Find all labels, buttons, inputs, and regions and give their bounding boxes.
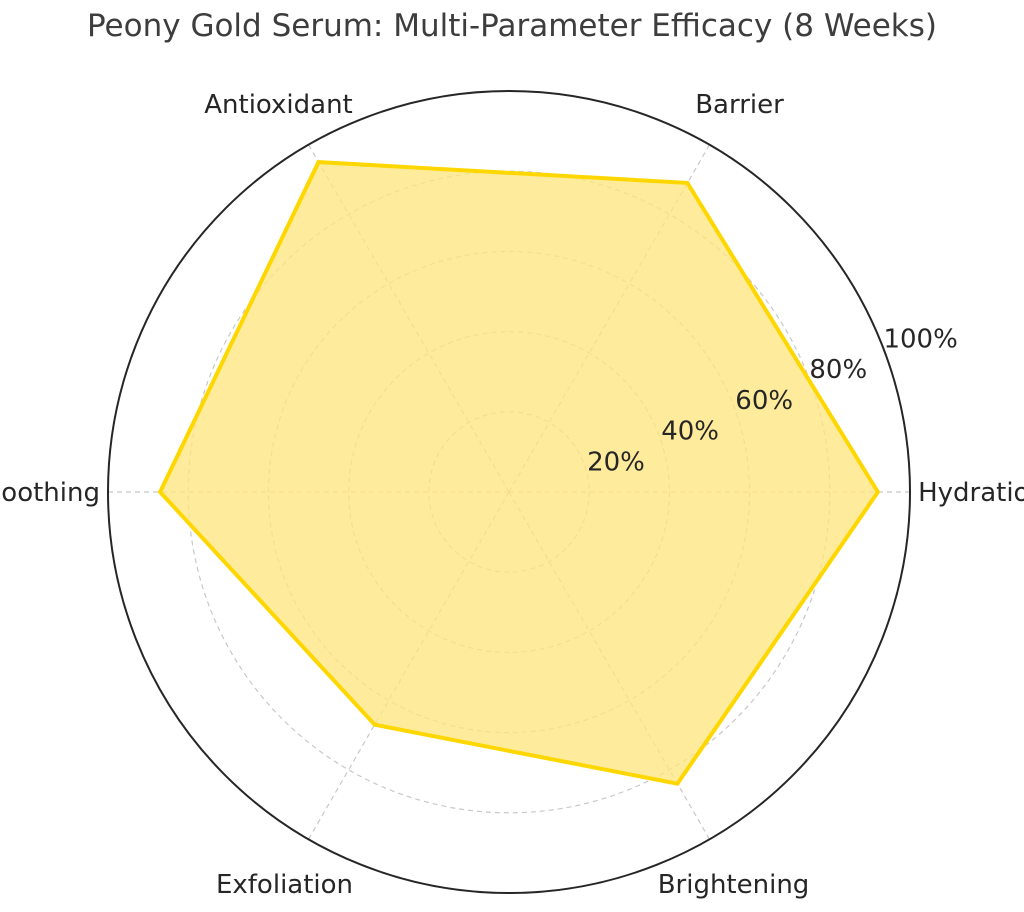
- category-label-barrier: Barrier: [695, 90, 784, 120]
- series-polygon-0: [157, 160, 881, 786]
- chart-title: Peony Gold Serum: Multi-Parameter Effica…: [86, 8, 938, 44]
- radial-tick-label-60: 60%: [735, 386, 793, 416]
- category-label-antioxidant: Antioxidant: [204, 90, 353, 120]
- radial-tick-label-40: 40%: [661, 417, 719, 447]
- radial-tick-label-80: 80%: [809, 355, 867, 385]
- category-label-soothing: Soothing: [0, 478, 100, 508]
- radial-tick-label-20: 20%: [587, 447, 645, 477]
- label-layer: Hydration Barrier Antioxidant Soothing Exfol…: [0, 90, 1024, 900]
- radial-tick-label-100: 100%: [883, 325, 957, 355]
- outer-frame: [107, 90, 911, 894]
- category-label-exfoliation: Exfoliation: [216, 870, 353, 900]
- category-label-hydration: Hydration: [918, 478, 1024, 508]
- data-layer: [157, 160, 881, 786]
- category-label-brightening: Brightening: [658, 870, 810, 900]
